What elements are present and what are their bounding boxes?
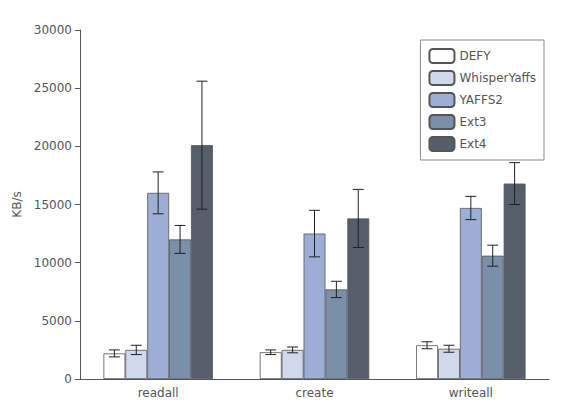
- svg-text:KB/s: KB/s: [10, 191, 24, 217]
- svg-text:5000: 5000: [41, 314, 72, 328]
- svg-text:30000: 30000: [34, 23, 72, 37]
- svg-text:15000: 15000: [34, 198, 72, 212]
- svg-text:writeall: writeall: [449, 386, 493, 400]
- svg-text:25000: 25000: [34, 81, 72, 95]
- svg-text:20000: 20000: [34, 139, 72, 153]
- svg-text:YAFFS2: YAFFS2: [458, 93, 502, 107]
- svg-text:readall: readall: [138, 386, 179, 400]
- svg-text:0: 0: [64, 372, 72, 386]
- svg-text:create: create: [295, 386, 333, 400]
- svg-text:Ext4: Ext4: [459, 137, 486, 151]
- svg-text:Ext3: Ext3: [459, 115, 486, 129]
- svg-text:DEFY: DEFY: [459, 49, 491, 63]
- svg-text:10000: 10000: [34, 256, 72, 270]
- svg-text:WhisperYaffs: WhisperYaffs: [459, 71, 536, 85]
